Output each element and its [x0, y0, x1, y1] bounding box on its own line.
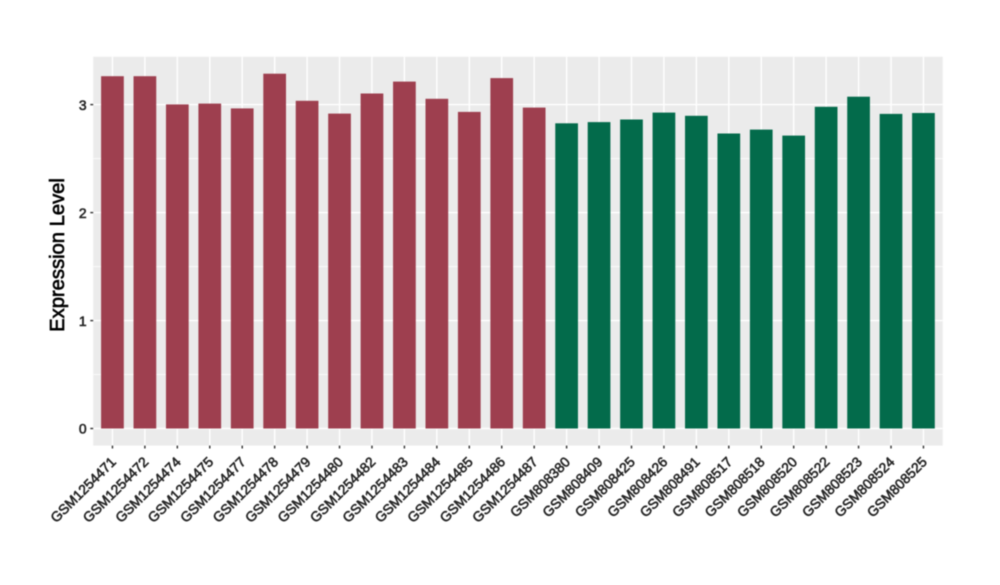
svg-text:1: 1 [79, 313, 87, 329]
svg-text:0: 0 [79, 421, 87, 437]
svg-text:Expression Level: Expression Level [47, 178, 69, 332]
svg-text:3: 3 [79, 97, 87, 113]
svg-text:2: 2 [79, 205, 87, 221]
